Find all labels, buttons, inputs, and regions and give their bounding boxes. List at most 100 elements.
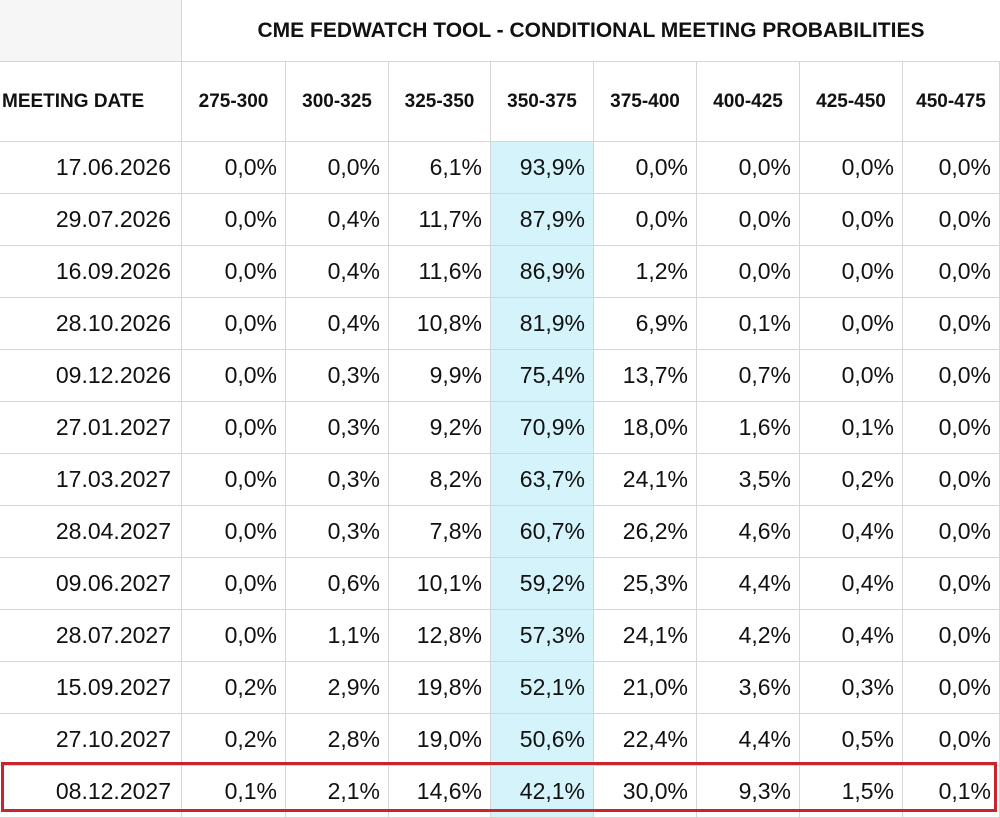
probability-cell: 0,3% [286,402,389,454]
probability-cell: 87,9% [491,194,594,246]
probability-cell: 0,0% [903,298,1000,350]
row-date: 16.09.2026 [0,246,182,298]
probability-cell: 52,1% [491,662,594,714]
column-header-350-375: 350-375 [491,62,594,142]
probability-cell: 0,0% [697,194,800,246]
probability-cell: 86,9% [491,246,594,298]
probability-cell: 0,1% [800,402,903,454]
probability-cell: 9,3% [697,766,800,818]
probability-cell: 1,2% [594,246,697,298]
probability-cell: 0,3% [800,662,903,714]
probability-cell: 0,0% [594,142,697,194]
probability-cell: 2,8% [286,714,389,766]
probability-cell: 0,0% [800,298,903,350]
probability-cell: 18,0% [594,402,697,454]
probability-cell: 1,1% [286,610,389,662]
probability-cell: 0,0% [182,298,286,350]
probability-cell: 21,0% [594,662,697,714]
probability-cell: 0,0% [800,142,903,194]
probability-cell: 3,6% [697,662,800,714]
probability-cell: 0,4% [286,194,389,246]
probability-cell: 0,4% [800,558,903,610]
probability-cell: 0,0% [594,194,697,246]
probability-cell: 19,0% [389,714,491,766]
row-date: 28.10.2026 [0,298,182,350]
probability-cell: 0,4% [286,246,389,298]
probability-cell: 0,0% [903,662,1000,714]
probability-cell: 0,2% [182,714,286,766]
corner-cell [0,0,182,62]
probability-cell: 0,3% [286,350,389,402]
row-date: 09.12.2026 [0,350,182,402]
probability-cell: 11,7% [389,194,491,246]
probability-cell: 10,8% [389,298,491,350]
probability-cell: 0,6% [286,558,389,610]
probability-cell: 4,4% [697,714,800,766]
probability-cell: 63,7% [491,454,594,506]
probability-cell: 0,0% [182,506,286,558]
probability-cell: 4,4% [697,558,800,610]
probability-cell: 0,1% [182,766,286,818]
probability-cell: 0,5% [800,714,903,766]
probability-cell: 0,0% [903,246,1000,298]
probability-cell: 81,9% [491,298,594,350]
probability-cell: 0,0% [182,402,286,454]
probability-cell: 7,8% [389,506,491,558]
row-date: 09.06.2027 [0,558,182,610]
probability-cell: 19,8% [389,662,491,714]
probability-cell: 93,9% [491,142,594,194]
probability-cell: 2,9% [286,662,389,714]
probability-cell: 0,4% [800,506,903,558]
probability-cell: 57,3% [491,610,594,662]
probability-cell: 6,1% [389,142,491,194]
probability-cell: 25,3% [594,558,697,610]
column-header-meeting-date: MEETING DATE [0,62,182,142]
probability-cell: 0,0% [903,454,1000,506]
row-date: 08.12.2027 [0,766,182,818]
probability-cell: 1,5% [800,766,903,818]
probability-cell: 0,7% [697,350,800,402]
probability-cell: 0,0% [903,142,1000,194]
probability-cell: 2,1% [286,766,389,818]
probability-cell: 30,0% [594,766,697,818]
column-header-425-450: 425-450 [800,62,903,142]
row-date: 29.07.2026 [0,194,182,246]
probability-cell: 0,0% [903,506,1000,558]
probability-cell: 22,4% [594,714,697,766]
row-date: 27.10.2027 [0,714,182,766]
probability-cell: 0,0% [903,610,1000,662]
probability-cell: 0,3% [286,506,389,558]
probability-cell: 10,1% [389,558,491,610]
probability-cell: 0,4% [286,298,389,350]
probability-cell: 75,4% [491,350,594,402]
probability-cell: 0,0% [182,610,286,662]
column-header-300-325: 300-325 [286,62,389,142]
probability-cell: 12,8% [389,610,491,662]
probability-cell: 0,0% [903,558,1000,610]
row-date: 17.06.2026 [0,142,182,194]
probability-cell: 24,1% [594,454,697,506]
probability-cell: 0,0% [182,350,286,402]
probability-cell: 0,2% [182,662,286,714]
probability-cell: 13,7% [594,350,697,402]
probability-cell: 0,0% [800,246,903,298]
probability-cell: 0,0% [697,142,800,194]
probability-cell: 0,3% [286,454,389,506]
probability-cell: 0,4% [800,610,903,662]
probability-cell: 4,6% [697,506,800,558]
probability-cell: 0,0% [800,194,903,246]
column-header-275-300: 275-300 [182,62,286,142]
probability-cell: 0,0% [182,142,286,194]
probability-cell: 0,0% [286,142,389,194]
probability-cell: 60,7% [491,506,594,558]
probability-cell: 0,0% [903,714,1000,766]
probability-cell: 0,0% [903,402,1000,454]
probability-cell: 0,0% [182,558,286,610]
probability-cell: 4,2% [697,610,800,662]
probability-cell: 50,6% [491,714,594,766]
table-title: CME FEDWATCH TOOL - CONDITIONAL MEETING … [182,0,1000,62]
row-date: 28.07.2027 [0,610,182,662]
probability-cell: 14,6% [389,766,491,818]
probability-cell: 0,0% [182,194,286,246]
